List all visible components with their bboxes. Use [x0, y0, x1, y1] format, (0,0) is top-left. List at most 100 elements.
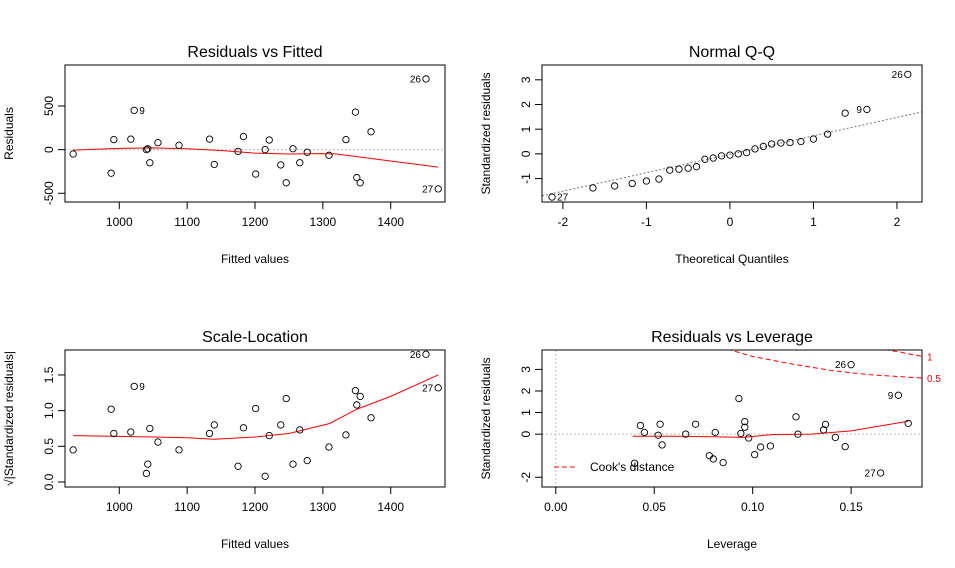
data-point	[766, 442, 775, 450]
plot-area	[542, 111, 922, 197]
data-point	[69, 150, 77, 158]
data-point	[666, 166, 674, 174]
data-point	[325, 443, 333, 451]
data-point	[277, 421, 285, 429]
plot-frame	[541, 64, 923, 203]
point-label: 9	[139, 106, 145, 117]
data-point	[709, 154, 717, 162]
data-point	[735, 394, 743, 403]
qq-reference-line	[542, 111, 922, 197]
data-point	[296, 159, 304, 167]
data-point	[210, 421, 218, 429]
data-point	[261, 145, 269, 154]
x-tick-label: 1200	[242, 500, 269, 514]
x-tick-label: 0	[727, 215, 734, 229]
point-label: 27	[865, 468, 877, 479]
data-point	[205, 429, 214, 438]
data-point	[234, 462, 242, 470]
x-tick-label: 1100	[174, 215, 200, 229]
data-point	[422, 75, 430, 83]
x-tick-label: 0.05	[643, 500, 667, 514]
y-tick-label: 1	[519, 126, 533, 133]
data-point	[239, 424, 248, 432]
data-point	[847, 361, 855, 369]
data-point	[127, 428, 135, 436]
y-tick-label: -2	[519, 472, 533, 483]
y-axis-title: √|Standardized residuals|	[2, 351, 16, 486]
data-point	[894, 391, 903, 399]
y-axis-title: Standardized residuals	[479, 357, 493, 479]
data-point	[175, 446, 183, 454]
data-point	[130, 106, 138, 115]
point-label: 26	[892, 70, 904, 81]
x-tick-label: 0.00	[544, 500, 568, 514]
data-point	[422, 350, 430, 358]
data-point	[107, 169, 115, 177]
data-point	[705, 452, 714, 460]
data-point	[434, 185, 442, 193]
data-point	[353, 173, 361, 182]
y-tick-label: 0.5	[42, 438, 56, 455]
y-tick-label: 0	[519, 430, 533, 437]
data-point	[684, 164, 692, 172]
data-point	[282, 394, 290, 403]
plot-area	[73, 374, 439, 440]
data-point	[234, 147, 242, 156]
data-point	[434, 384, 442, 392]
data-point	[863, 105, 871, 114]
data-point	[110, 429, 118, 438]
point-label: 27	[422, 383, 434, 394]
data-point	[821, 420, 830, 429]
chart-title: Residuals vs Fitted	[187, 44, 322, 61]
x-tick-label: 1000	[106, 215, 133, 229]
data-point	[110, 135, 118, 144]
plot-frame	[64, 64, 446, 203]
data-point	[146, 159, 154, 167]
data-point	[69, 446, 77, 454]
data-point	[792, 413, 800, 421]
point-label: 9	[856, 105, 862, 116]
data-point	[142, 145, 151, 154]
data-point	[904, 419, 912, 428]
data-point	[342, 135, 350, 144]
data-point	[146, 424, 154, 433]
x-tick-label: 1	[810, 215, 817, 229]
data-point	[809, 135, 818, 143]
data-point	[367, 414, 375, 422]
data-point	[303, 148, 311, 156]
point-label: 9	[888, 391, 894, 402]
x-tick-label: 1300	[310, 500, 337, 514]
data-point	[356, 392, 364, 401]
data-point	[325, 151, 333, 159]
point-label: 27	[557, 193, 569, 204]
data-point	[351, 387, 360, 395]
data-point	[289, 145, 297, 153]
data-point	[701, 155, 709, 163]
smooth-line	[632, 420, 909, 438]
data-point	[277, 161, 285, 169]
data-point	[682, 430, 690, 438]
x-tick-label: 0.15	[839, 500, 863, 514]
y-tick-label: 1.0	[42, 402, 56, 419]
chart-panel-2: 27 9 26 -2 -1 0 1 2 -1 0 1 2 3 Normal Q-Q Theoretical …	[479, 44, 923, 266]
data-point	[252, 404, 260, 413]
data-point	[756, 443, 765, 451]
data-point	[296, 426, 304, 434]
data-point	[658, 441, 666, 449]
data-point	[282, 179, 290, 187]
legend-label: Cook's distance	[590, 460, 675, 474]
y-tick-label: 1.5	[42, 366, 56, 383]
data-point	[351, 108, 360, 116]
data-point	[841, 443, 849, 451]
data-point	[239, 132, 248, 141]
data-point	[367, 128, 375, 136]
data-point	[717, 152, 726, 160]
data-point	[726, 151, 734, 159]
chart-title: Normal Q-Q	[689, 44, 775, 61]
data-point	[711, 428, 719, 437]
data-point	[154, 139, 162, 147]
data-point	[548, 193, 556, 201]
x-tick-label: 1100	[174, 500, 200, 514]
data-point	[691, 420, 700, 428]
